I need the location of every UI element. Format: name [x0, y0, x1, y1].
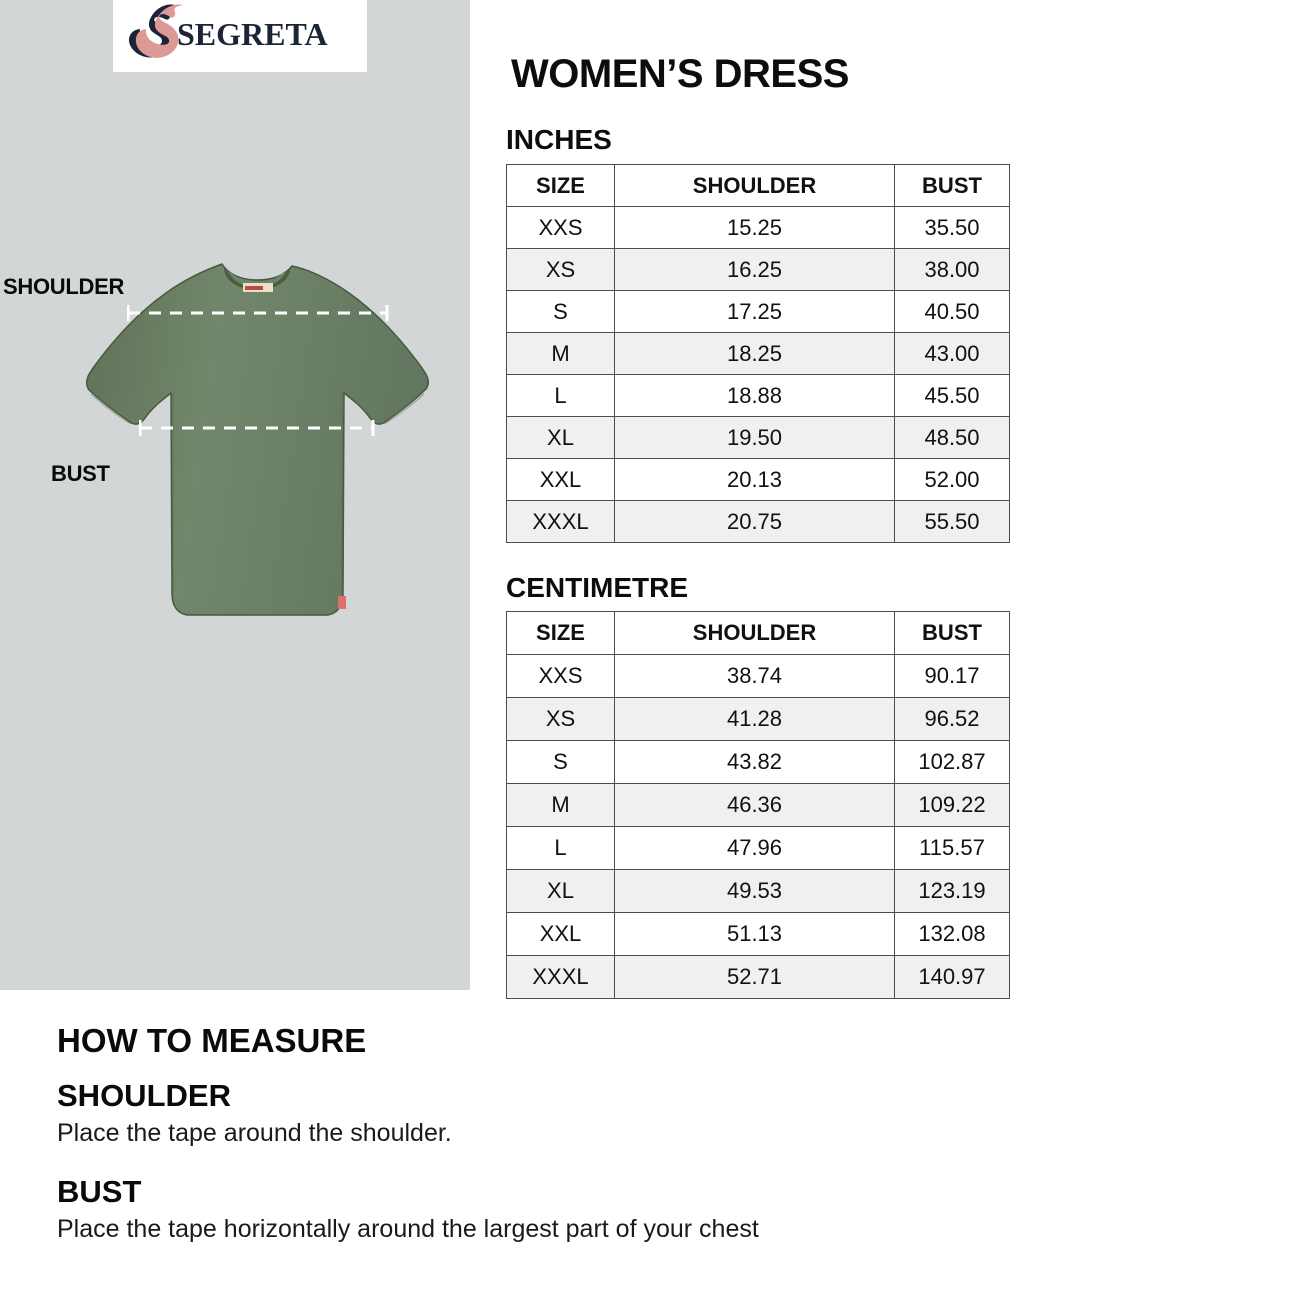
svg-text:SEGRETA: SEGRETA	[177, 17, 328, 52]
